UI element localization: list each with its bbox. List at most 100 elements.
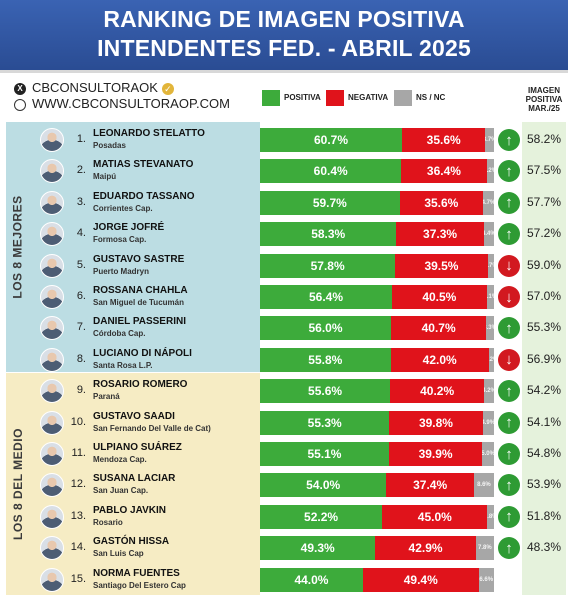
bar-nsnc: 6.6% (478, 567, 494, 592)
table-row: 8. LUCIANO DI NÁPOLI Santa Rosa L.P. 55.8% 4… (0, 344, 568, 375)
rank-number: 3. (76, 195, 86, 208)
rank-number: 10. (70, 415, 86, 428)
bar-positive: 49.3% (260, 536, 376, 561)
arrow-up-icon: ↑ (498, 380, 520, 403)
bar-positive: 57.8% (260, 253, 396, 278)
person-city: San Miguel de Tucumán (93, 298, 184, 307)
avatar (40, 442, 64, 466)
bar-negative: 45.0% (382, 504, 488, 529)
person-name: GASTÓN HISSA (93, 536, 170, 548)
avatar (40, 536, 64, 561)
bar-nsnc: 5.0% (482, 442, 494, 466)
bar-positive: 55.3% (260, 410, 390, 435)
previous-image-value: 54.1% (526, 414, 562, 429)
bar-nsnc: 2.8% (487, 504, 494, 529)
bar-negative: 40.5% (391, 285, 487, 309)
person-name: GUSTAVO SAADI (93, 410, 175, 422)
person-name: ROSARIO ROMERO (93, 379, 188, 391)
rank-number: 11. (71, 447, 86, 459)
avatar (40, 128, 64, 152)
arrow-up-icon: ↑ (498, 474, 520, 497)
person-city: Santiago Del Estero Cap (93, 580, 186, 590)
bar-nsnc: 7.8% (475, 536, 494, 561)
bar-negative: 40.7% (391, 316, 487, 341)
rank-number: 12. (70, 478, 86, 491)
legend-negative-swatch (326, 90, 344, 106)
legend-negative-label: NEGATIVA (348, 93, 389, 102)
previous-image-value: 51.8% (526, 508, 562, 523)
bar-positive: 56.4% (260, 285, 392, 309)
previous-image-value: 57.0% (526, 289, 562, 303)
rank-number: 7. (76, 321, 86, 334)
previous-image-column (522, 122, 566, 595)
table-row: 7. DANIEL PASSERINI Córdoba Cap. 56.0% 40.7%… (0, 312, 568, 343)
rank-number: 6. (76, 290, 86, 302)
rank-number: 5. (76, 258, 86, 271)
legend-nsnc-swatch (394, 90, 412, 106)
bar-positive: 59.7% (260, 190, 400, 215)
rank-number: 2. (76, 164, 86, 177)
arrow-down-icon: ↓ (498, 348, 520, 371)
avatar (40, 473, 64, 498)
bar-positive: 60.4% (260, 159, 402, 184)
person-name: JORGE JOFRÉ (93, 222, 165, 234)
bar-nsnc: 4.4% (483, 222, 494, 247)
avatar (40, 379, 64, 404)
bar-negative: 35.6% (402, 128, 486, 152)
previous-image-header-line2: POSITIVA (525, 95, 563, 104)
table-row: 15. NORMA FUENTES Santiago Del Estero Cap 4… (0, 564, 568, 595)
bar-positive: 55.6% (260, 379, 391, 404)
person-name: DANIEL PASSERINI (93, 316, 186, 328)
avatar (40, 222, 64, 247)
person-city: Posadas (93, 141, 126, 150)
legend-nsnc-label: NS / NC (416, 93, 446, 102)
arrow-up-icon: ↑ (498, 160, 520, 183)
avatar (40, 316, 64, 341)
arrow-up-icon: ↑ (498, 411, 520, 434)
avatar (40, 190, 64, 215)
person-city: San Fernando Del Valle de Cat) (93, 423, 211, 433)
rank-number: 14. (70, 541, 86, 554)
bar-nsnc: 3.7% (485, 128, 494, 152)
rank-number: 1. (76, 133, 86, 145)
person-name: ROSSANA CHAHLA (93, 285, 188, 296)
bar-positive: 55.1% (260, 442, 389, 466)
table-row: 1. LEONARDO STELATTO Posadas 60.7%35.6%3.7%… (0, 124, 568, 155)
x-logo-icon: X (14, 82, 26, 95)
previous-image-value: 57.7% (526, 194, 562, 209)
table-row: 11. ULPIANO SUÁREZ Mendoza Cap. 55.1% 39.9% 5… (0, 438, 568, 469)
legend-positive-label: POSITIVA (284, 93, 321, 102)
bar-positive: 44.0% (260, 567, 363, 592)
bar-nsnc: 3.2% (486, 159, 494, 184)
arrow-up-icon: ↑ (498, 223, 520, 246)
previous-image-header: IMAGEN POSITIVA MAR./25 (522, 86, 566, 113)
person-name: LEONARDO STELATTO (93, 128, 205, 139)
person-city: Rosario (93, 517, 123, 527)
bar-negative: 37.4% (386, 473, 474, 498)
previous-image-value: 58.2% (526, 132, 562, 146)
avatar (40, 285, 64, 309)
bar-negative: 37.3% (396, 222, 484, 247)
table-row: 3. EDUARDO TASSANO Corrientes Cap. 59.7% 35.… (0, 187, 568, 218)
globe-icon (14, 98, 26, 111)
arrow-up-icon: ↑ (498, 317, 520, 340)
person-city: Formosa Cap. (93, 235, 147, 245)
arrow-up-icon: ↑ (498, 537, 520, 560)
previous-image-value: 59.0% (526, 257, 562, 272)
bar-negative: 39.9% (388, 442, 483, 466)
table-row: 10. GUSTAVO SAADI San Fernando Del Valle d… (0, 407, 568, 438)
bar-negative: 36.4% (401, 159, 487, 184)
arrow-down-icon: ↓ (498, 254, 520, 277)
bar-negative: 49.4% (362, 567, 479, 592)
previous-image-header-line3: MAR./25 (528, 104, 560, 113)
bar-positive: 55.8% (260, 347, 391, 372)
avatar (40, 410, 64, 435)
previous-image-value: 55.3% (526, 320, 562, 335)
person-name: ULPIANO SUÁREZ (93, 442, 182, 453)
person-city: San Juan Cap. (93, 486, 149, 496)
bar-nsnc: 4.9% (482, 410, 494, 435)
